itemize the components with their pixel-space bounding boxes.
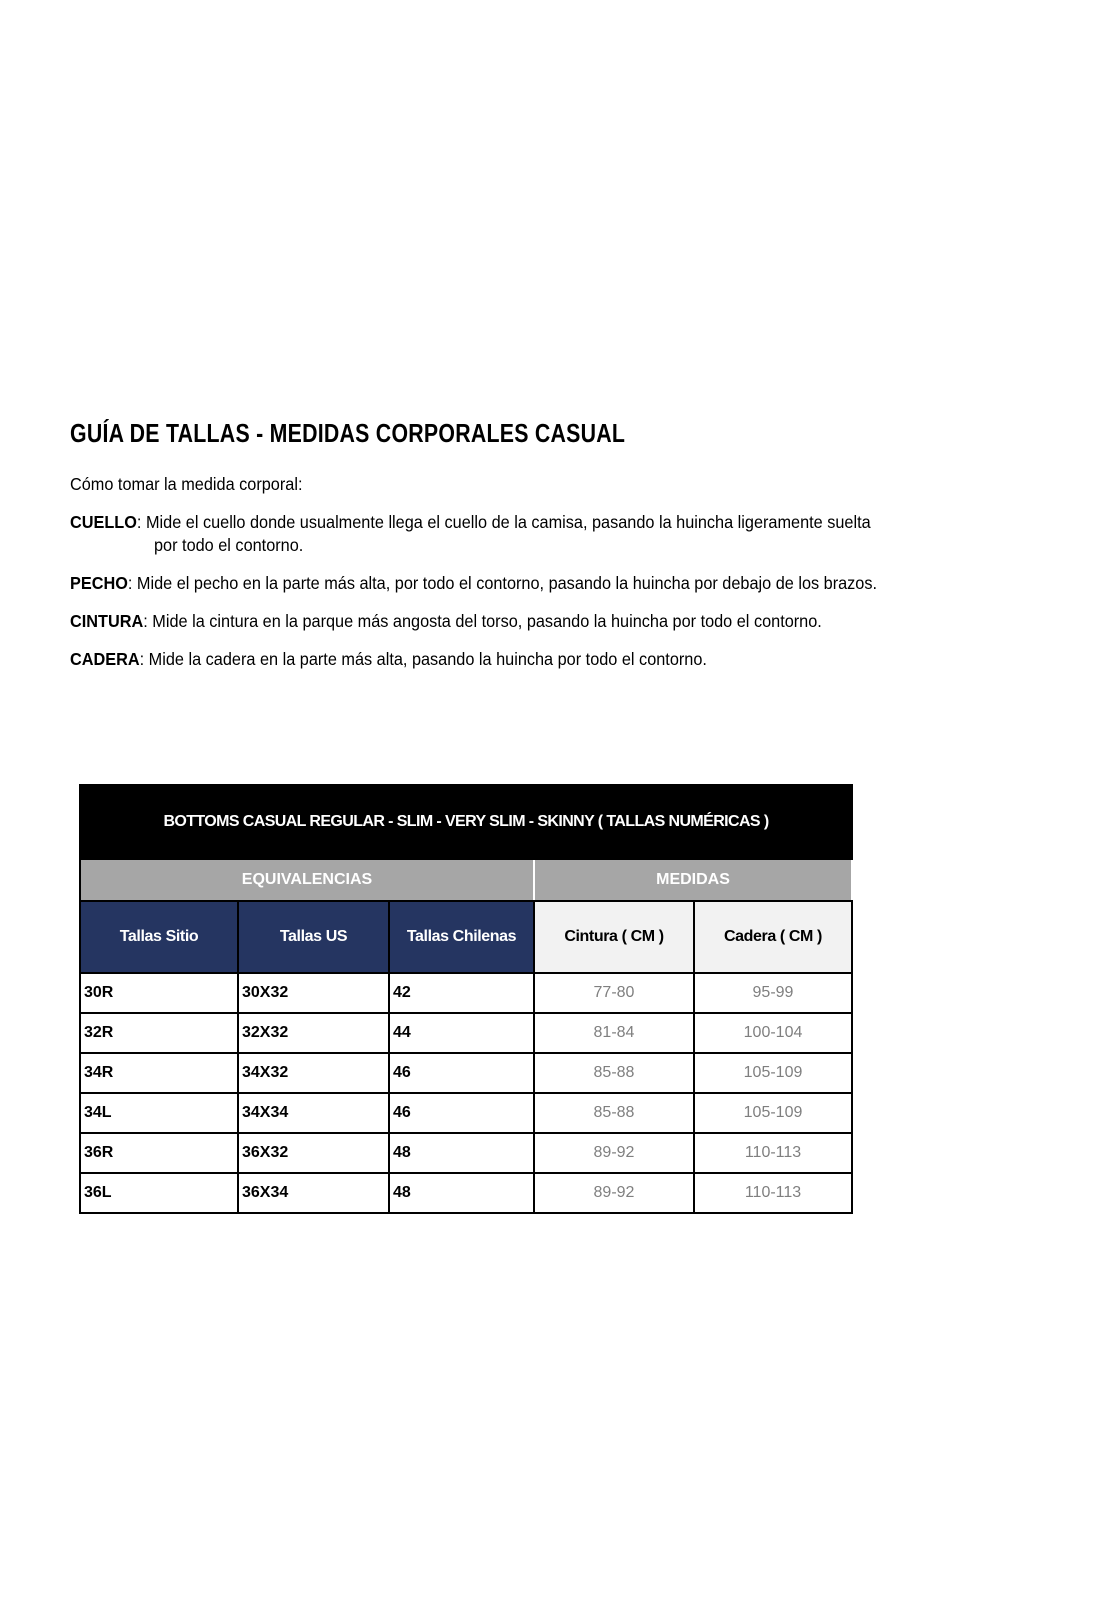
table-cell: 46 (388, 1092, 535, 1134)
instruction-label: CINTURA (70, 611, 144, 631)
instruction-label: CADERA (70, 649, 140, 669)
table-cell: 110-113 (693, 1132, 853, 1174)
table-cell: 85-88 (533, 1092, 695, 1134)
instruction-text-cont: por todo el contorno. (154, 535, 304, 555)
page-title: GUÍA DE TALLAS - MEDIDAS CORPORALES CASU… (70, 418, 626, 448)
table-cell: 110-113 (693, 1172, 853, 1214)
table-cell: 36L (79, 1172, 239, 1214)
header-cintura: Cintura ( CM ) (533, 900, 695, 974)
instruction-label: PECHO (70, 573, 128, 593)
table-cell: 30R (79, 972, 239, 1014)
table-cell: 36X32 (237, 1132, 390, 1174)
table-row: 34R 34X32 46 85-88 105-109 (79, 1052, 853, 1094)
table-cell: 89-92 (533, 1132, 695, 1174)
table-cell: 48 (388, 1132, 535, 1174)
instruction-cadera: CADERA: Mide la cadera en la parte más a… (70, 649, 707, 669)
group-equivalencias: EQUIVALENCIAS (79, 858, 535, 902)
table-row: 34L 34X34 46 85-88 105-109 (79, 1092, 853, 1134)
instruction-label: CUELLO (70, 512, 137, 532)
header-cadera: Cadera ( CM ) (693, 900, 853, 974)
table-cell: 81-84 (533, 1012, 695, 1054)
table-cell: 32R (79, 1012, 239, 1054)
table-row: 30R 30X32 42 77-80 95-99 (79, 972, 853, 1014)
instruction-text: Mide la cintura en la parque más angosta… (152, 611, 822, 631)
table-cell: 42 (388, 972, 535, 1014)
instruction-text: Mide la cadera en la parte más alta, pas… (148, 649, 707, 669)
table-cell: 36X34 (237, 1172, 390, 1214)
group-medidas: MEDIDAS (533, 858, 853, 902)
instruction-cintura: CINTURA: Mide la cintura en la parque má… (70, 611, 822, 631)
table-cell: 89-92 (533, 1172, 695, 1214)
instruction-text: Mide el pecho en la parte más alta, por … (136, 573, 878, 593)
table-cell: 30X32 (237, 972, 390, 1014)
header-tallas-sitio: Tallas Sitio (79, 900, 239, 974)
table-cell: 44 (388, 1012, 535, 1054)
table-cell: 34X32 (237, 1052, 390, 1094)
table-cell: 34R (79, 1052, 239, 1094)
instruction-text: Mide el cuello donde usualmente llega el… (145, 512, 871, 532)
table-cell: 48 (388, 1172, 535, 1214)
table-cell: 34L (79, 1092, 239, 1134)
table-row: 36R 36X32 48 89-92 110-113 (79, 1132, 853, 1174)
table-cell: 77-80 (533, 972, 695, 1014)
table-cell: 85-88 (533, 1052, 695, 1094)
intro-text: Cómo tomar la medida corporal: (70, 474, 303, 494)
table-cell: 34X34 (237, 1092, 390, 1134)
table-cell: 32X32 (237, 1012, 390, 1054)
table-caption: BOTTOMS CASUAL REGULAR - SLIM - VERY SLI… (79, 784, 853, 860)
table-cell: 46 (388, 1052, 535, 1094)
table-cell: 36R (79, 1132, 239, 1174)
instruction-pecho: PECHO: Mide el pecho en la parte más alt… (70, 573, 878, 593)
table-cell: 105-109 (693, 1092, 853, 1134)
instruction-cuello: CUELLO: Mide el cuello donde usualmente … (70, 512, 871, 532)
header-tallas-chilenas: Tallas Chilenas (388, 900, 535, 974)
table-cell: 95-99 (693, 972, 853, 1014)
size-table: BOTTOMS CASUAL REGULAR - SLIM - VERY SLI… (79, 784, 853, 1214)
table-cell: 105-109 (693, 1052, 853, 1094)
table-row: 36L 36X34 48 89-92 110-113 (79, 1172, 853, 1214)
table-row: 32R 32X32 44 81-84 100-104 (79, 1012, 853, 1054)
header-tallas-us: Tallas US (237, 900, 390, 974)
table-cell: 100-104 (693, 1012, 853, 1054)
